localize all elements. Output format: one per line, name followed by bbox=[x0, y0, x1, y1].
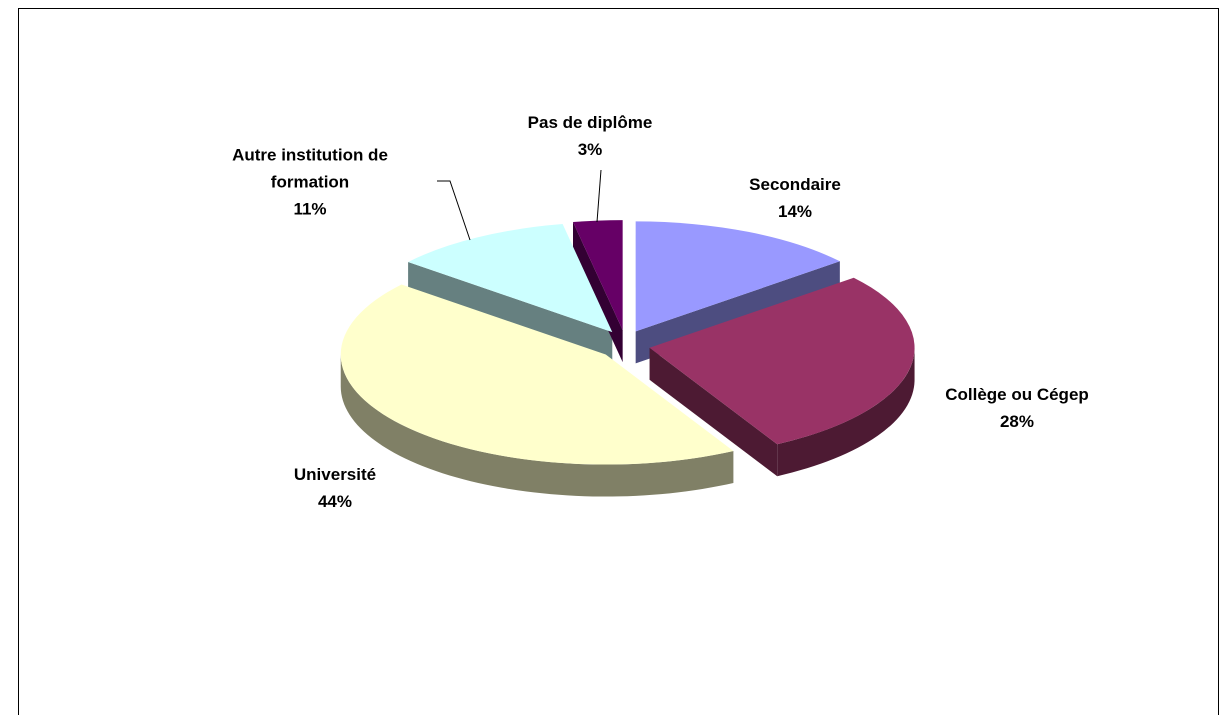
value-label: 3% bbox=[577, 140, 603, 159]
value-label: 11% bbox=[293, 199, 327, 219]
slice-label: Pas de diplôme 3% bbox=[528, 109, 653, 163]
category-label: Université bbox=[293, 465, 377, 484]
pie-tops bbox=[340, 220, 915, 465]
slice-wall bbox=[777, 347, 915, 477]
slice-label: Université 44% bbox=[294, 461, 376, 515]
category-label: Pas de diplôme bbox=[527, 113, 653, 132]
slice bbox=[572, 220, 623, 331]
slice bbox=[340, 284, 734, 465]
value-label: 28% bbox=[999, 412, 1035, 431]
slice-label: Collège ou Cégep 28% bbox=[945, 381, 1089, 435]
value-label: 14% bbox=[777, 202, 813, 221]
slice-wall bbox=[340, 354, 734, 497]
slice-side bbox=[408, 261, 613, 365]
leader-line bbox=[437, 180, 471, 241]
category-label: Secondaire bbox=[749, 175, 841, 194]
category-label: Autre institution de formation bbox=[232, 145, 388, 192]
chart-border bbox=[18, 8, 1219, 715]
slice bbox=[408, 224, 613, 333]
slice bbox=[635, 221, 840, 332]
slice-label: Secondaire 14% bbox=[749, 171, 841, 225]
pie-walls bbox=[340, 222, 915, 497]
slice-label: Autre institution de formation 11% bbox=[210, 142, 410, 223]
slice-side bbox=[649, 347, 778, 477]
slice bbox=[649, 277, 915, 445]
category-label: Collège ou Cégep bbox=[945, 385, 1089, 404]
slice-side bbox=[572, 222, 623, 363]
value-label: 44% bbox=[317, 492, 353, 511]
leader-line bbox=[596, 169, 602, 223]
